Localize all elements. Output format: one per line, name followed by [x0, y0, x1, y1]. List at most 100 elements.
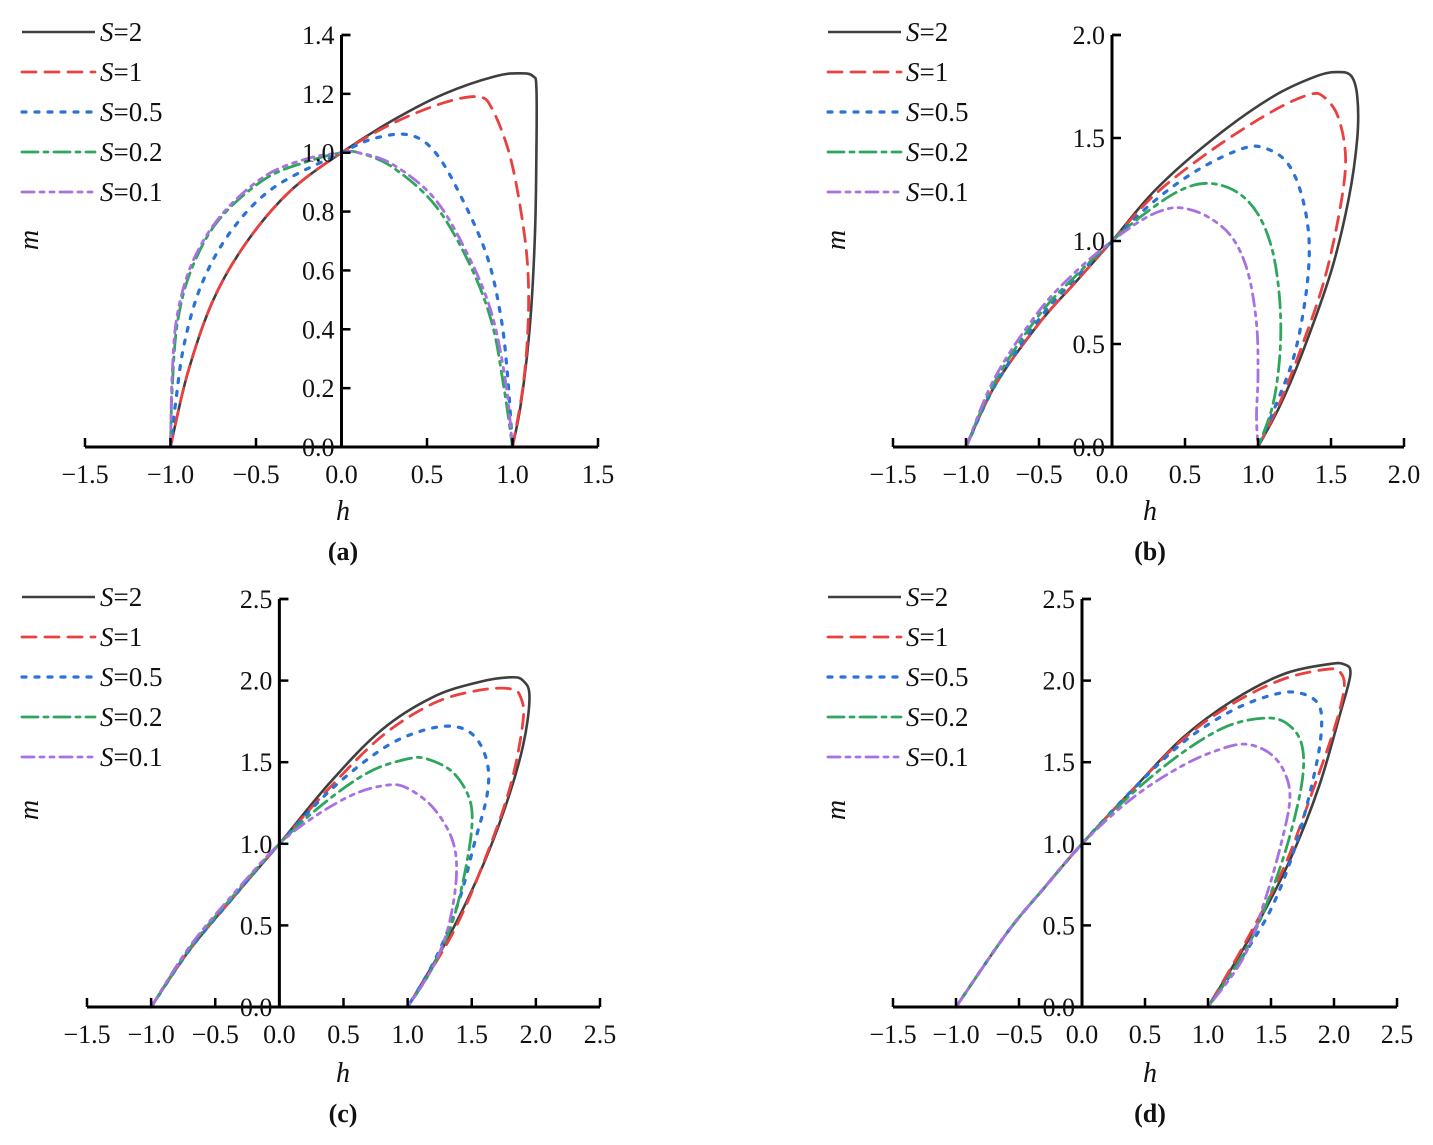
y-tick-label: 1.4	[302, 21, 335, 50]
x-tick-label: 1.0	[391, 1020, 424, 1049]
curve-S-2	[150, 675, 531, 1008]
y-axis-label: m	[14, 230, 45, 250]
curve-S-0p5	[954, 690, 1324, 1009]
legend-label: S=0.2	[100, 137, 162, 167]
legend-label: S=1	[906, 622, 948, 652]
curve-S-1	[954, 667, 1346, 1009]
x-tick-label: −1.0	[128, 1020, 175, 1049]
panel-d: −1.5 −1.0 −0.5 0.0 0.5 1.0 1.5 2.0 2.50.00.51.01…	[821, 582, 1413, 1128]
panel-b-curves	[964, 70, 1360, 449]
x-tick-label: 1.0	[1242, 460, 1275, 489]
y-tick-label: 1.5	[1043, 748, 1076, 777]
legend-label: S=2	[100, 582, 142, 612]
curve-S-2	[954, 661, 1352, 1008]
curve-S-2	[169, 71, 539, 448]
x-tick-label: 1.5	[1315, 460, 1348, 489]
x-axis-label: h	[336, 1058, 350, 1089]
x-tick-label: 0.0	[1066, 1020, 1099, 1049]
x-tick-label: 1.5	[456, 1020, 489, 1049]
y-tick-label: 0.0	[302, 433, 335, 462]
curve-S-2	[964, 70, 1360, 448]
x-tick-label: 0.0	[263, 1020, 296, 1049]
panel-b-legend: S=2 S=1 S=0.5 S=0.2 S=0.1	[826, 17, 968, 207]
y-tick-label: 0.5	[1043, 911, 1076, 940]
curve-S-0p5	[964, 144, 1311, 449]
x-tick-label: −0.5	[232, 460, 279, 489]
y-tick-label: 0.0	[240, 993, 273, 1022]
y-tick-label: 1.5	[240, 748, 273, 777]
legend-label: S=0.1	[906, 742, 968, 772]
panel-a: −1.5 −1.0 −0.5 0.0 0.5 1.0 1.5 0.0 0.2 0.4 0.6 0.8 1…	[14, 17, 614, 566]
x-tick-label: −1.5	[869, 1020, 916, 1049]
panel-c-curves	[149, 675, 531, 1009]
x-tick-label: 2.0	[1388, 460, 1421, 489]
x-tick-label: −1.0	[942, 460, 989, 489]
legend-label: S=2	[906, 17, 948, 47]
x-tick-label: −1.0	[932, 1020, 979, 1049]
x-tick-label: 2.0	[520, 1020, 553, 1049]
legend-label: S=0.1	[906, 177, 968, 207]
panel-c: −1.5 −1.0 −0.5 0.0 0.5 1.0 1.5 2.0 2.50.00.51.01…	[14, 582, 616, 1128]
y-axis-label: m	[821, 800, 852, 820]
y-tick-label: 2.0	[240, 667, 273, 696]
legend-label: S=0.2	[100, 702, 162, 732]
legend-label: S=2	[100, 17, 142, 47]
y-axis-label: m	[821, 230, 852, 250]
panel-caption: (d)	[1134, 1099, 1166, 1128]
y-tick-label: 1.0	[1043, 830, 1076, 859]
x-axis-label: h	[1143, 496, 1157, 527]
legend-label: S=0.5	[100, 97, 162, 127]
legend-label: S=0.1	[100, 742, 162, 772]
curve-S-0p1	[149, 783, 458, 1009]
panel-d-curves	[954, 661, 1352, 1009]
curve-S-1	[964, 91, 1348, 449]
x-tick-label: 0.5	[411, 460, 444, 489]
x-tick-label: −0.5	[1015, 460, 1062, 489]
y-tick-label: 1.0	[240, 830, 273, 859]
y-tick-label: 0.6	[302, 256, 335, 285]
x-tick-label: −1.5	[63, 1020, 110, 1049]
legend-label: S=0.2	[906, 137, 968, 167]
legend-label: S=1	[100, 622, 142, 652]
legend-label: S=0.5	[906, 97, 968, 127]
curve-S-0p2	[169, 149, 514, 449]
x-tick-label: 0.5	[1169, 460, 1202, 489]
x-tick-label: 1.5	[582, 460, 615, 489]
x-tick-label: 1.0	[1192, 1020, 1225, 1049]
panel-a-legend: S=2 S=1 S=0.5 S=0.2 S=0.1	[20, 17, 162, 207]
x-tick-label: 0.5	[1129, 1020, 1162, 1049]
y-tick-label: 2.5	[1043, 585, 1076, 614]
y-tick-label: 1.0	[302, 139, 335, 168]
panel-caption: (c)	[329, 1099, 358, 1128]
legend-label: S=0.2	[906, 702, 968, 732]
x-axis-label: h	[336, 496, 350, 527]
y-tick-label: 2.0	[1043, 667, 1076, 696]
y-tick-label: 0.2	[302, 374, 335, 403]
x-tick-label: 0.5	[327, 1020, 360, 1049]
x-tick-label: 0.0	[1096, 460, 1129, 489]
x-tick-label: 2.0	[1318, 1020, 1351, 1049]
curve-S-0p5	[149, 724, 491, 1009]
panel-b: −1.5 −1.0 −0.5 0.0 0.5 1.0 1.5 2.0 0.0 0.5 1.0 1.5 2…	[821, 17, 1420, 566]
legend-label: S=2	[906, 582, 948, 612]
legend-label: S=1	[906, 57, 948, 87]
y-tick-label: 2.5	[240, 585, 273, 614]
panel-a-curves	[168, 71, 539, 449]
y-tick-label: 0.0	[1073, 433, 1106, 462]
x-tick-label: −1.5	[61, 460, 108, 489]
panel-c-legend: S=2 S=1 S=0.5 S=0.2 S=0.1	[20, 582, 162, 772]
curve-S-0p2	[149, 755, 474, 1009]
curve-S-0p2	[954, 716, 1306, 1009]
x-axis-label: h	[1143, 1058, 1157, 1089]
curve-S-0p1	[964, 206, 1260, 449]
x-tick-label: 0.0	[325, 460, 358, 489]
panel-caption: (b)	[1134, 537, 1166, 566]
x-tick-label: −0.5	[192, 1020, 239, 1049]
y-tick-label: 0.4	[302, 315, 335, 344]
curve-S-0p5	[168, 132, 515, 449]
y-tick-label: 1.2	[302, 80, 335, 109]
panel-d-legend: S=2 S=1 S=0.5 S=0.2 S=0.1	[826, 582, 968, 772]
panel-caption: (a)	[328, 537, 358, 566]
y-tick-label: 2.0	[1073, 21, 1106, 50]
